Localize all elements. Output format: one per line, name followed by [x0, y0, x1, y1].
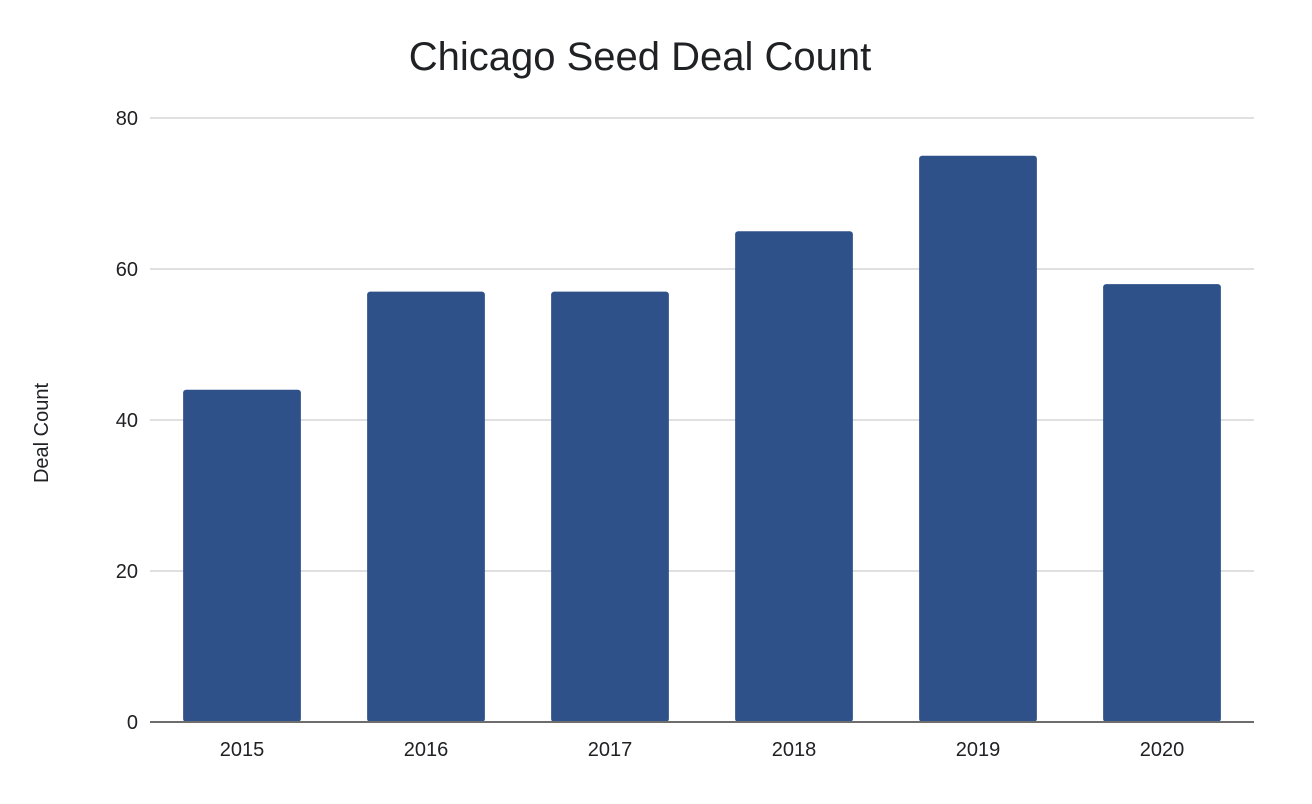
y-tick-label: 20 — [116, 561, 138, 583]
chart-title: Chicago Seed Deal Count — [409, 35, 872, 79]
x-tick-label: 2018 — [772, 739, 817, 761]
x-tick-label: 2017 — [588, 739, 633, 761]
bar-2020 — [1103, 284, 1221, 722]
bar-2017 — [551, 291, 669, 722]
bar-2019 — [919, 155, 1037, 722]
y-axis-ticks: 0 20 40 60 80 — [116, 108, 138, 734]
y-tick-label: 80 — [116, 108, 138, 130]
bar-2018 — [735, 231, 853, 722]
x-tick-label: 2015 — [220, 739, 265, 761]
bars — [183, 155, 1221, 722]
gridlines — [150, 117, 1254, 572]
x-tick-label: 2020 — [1140, 739, 1185, 761]
y-tick-label: 0 — [127, 712, 138, 734]
y-axis-label: Deal Count — [31, 383, 53, 484]
bar-2016 — [367, 291, 485, 722]
x-tick-label: 2019 — [956, 739, 1001, 761]
x-tick-label: 2016 — [404, 739, 449, 761]
bar-2015 — [183, 389, 301, 722]
y-tick-label: 60 — [116, 259, 138, 281]
y-tick-label: 40 — [116, 410, 138, 432]
x-axis-ticks: 2015 2016 2017 2018 2019 2020 — [220, 739, 1185, 761]
